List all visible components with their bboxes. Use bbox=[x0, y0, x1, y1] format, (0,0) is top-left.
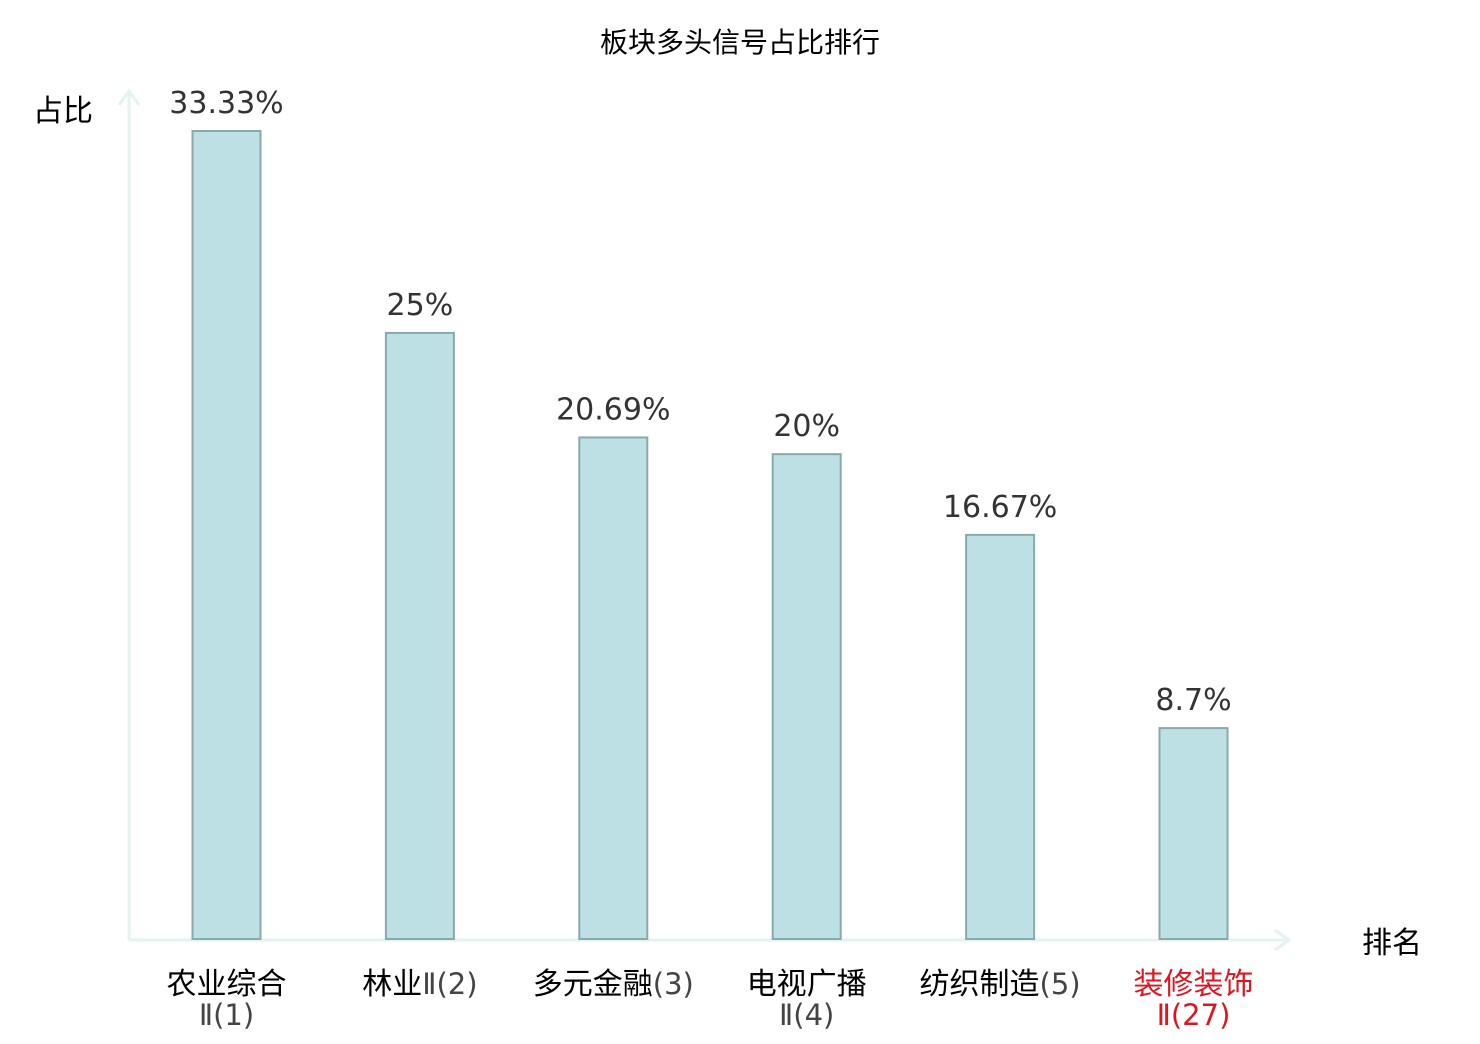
value-label: 20.69% bbox=[556, 392, 670, 427]
bar bbox=[1158, 727, 1229, 940]
chart-title: 板块多头信号占比排行 bbox=[600, 26, 880, 59]
bar bbox=[578, 436, 649, 940]
bars-group bbox=[191, 130, 1229, 940]
value-label: 20% bbox=[773, 409, 840, 444]
bar bbox=[191, 130, 262, 940]
value-label: 16.67% bbox=[943, 490, 1057, 525]
category-label: 农业综合 bbox=[167, 967, 287, 1002]
bar bbox=[771, 453, 842, 940]
value-labels-group: 33.33% 25% 20.69% 20% 16.67% 8.7% bbox=[169, 86, 1231, 718]
value-label: 25% bbox=[387, 288, 454, 323]
category-label: 纺织制造(5) bbox=[920, 967, 1081, 1002]
category-label: 多元金融(3) bbox=[533, 967, 694, 1002]
x-axis bbox=[129, 928, 1292, 952]
y-axis-arrow bbox=[117, 88, 141, 106]
category-label: 装修装饰 bbox=[1134, 967, 1254, 1002]
x-axis-label: 排名 bbox=[1362, 926, 1422, 961]
category-rank: Ⅱ(1) bbox=[199, 998, 254, 1032]
category-rank: Ⅱ(27) bbox=[1157, 998, 1231, 1032]
bar bbox=[965, 533, 1036, 940]
x-axis-arrow bbox=[1274, 928, 1292, 952]
category-label: 电视广播 bbox=[747, 967, 867, 1002]
value-label: 33.33% bbox=[169, 86, 283, 121]
value-label: 8.7% bbox=[1155, 683, 1231, 718]
bar bbox=[384, 331, 455, 940]
y-axis-label: 占比 bbox=[33, 94, 93, 129]
y-axis bbox=[117, 88, 141, 940]
category-rank: Ⅱ(4) bbox=[779, 998, 834, 1032]
category-label: 林业Ⅱ(2) bbox=[362, 967, 477, 1002]
